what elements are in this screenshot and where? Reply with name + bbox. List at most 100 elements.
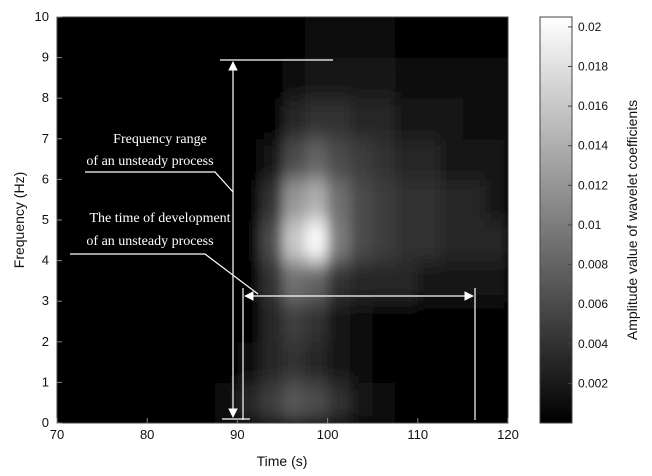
heat-cell xyxy=(192,138,216,180)
colorbar-tick-label: 0.016 xyxy=(578,99,608,113)
heat-cell xyxy=(169,301,193,343)
y-tick-label: 0 xyxy=(42,415,49,430)
heat-cell xyxy=(282,301,306,343)
heat-cell xyxy=(124,138,148,180)
heat-cell xyxy=(350,341,374,383)
heat-cell xyxy=(214,98,238,140)
heat-cell xyxy=(417,98,441,140)
heat-cell xyxy=(372,341,396,383)
heat-cell xyxy=(259,341,283,383)
y-tick-label: 5 xyxy=(42,212,49,227)
heat-cell xyxy=(282,138,306,180)
heat-cell xyxy=(485,57,508,99)
heat-cell xyxy=(395,341,419,383)
heat-cell xyxy=(395,220,419,262)
heat-cell xyxy=(237,138,261,180)
heat-cell xyxy=(169,341,193,383)
heat-cell xyxy=(192,98,216,140)
heat-cell xyxy=(214,17,238,59)
heat-cell xyxy=(327,382,351,423)
heat-cell xyxy=(417,179,441,221)
y-axis-label: Frequency (Hz) xyxy=(11,172,27,268)
heat-cell xyxy=(124,260,148,302)
heat-cell xyxy=(147,179,171,221)
heat-cell xyxy=(372,382,396,423)
heat-cell xyxy=(192,382,216,423)
heat-cell xyxy=(259,17,283,59)
heat-cell xyxy=(327,179,351,221)
heat-cell xyxy=(417,138,441,180)
y-tick-label: 6 xyxy=(42,171,49,186)
heat-cell xyxy=(124,98,148,140)
colorbar-tick-label: 0.018 xyxy=(578,60,608,74)
heat-cell xyxy=(350,179,374,221)
heat-cell xyxy=(57,138,81,180)
x-axis-label: Time (s) xyxy=(257,453,308,469)
heat-cell xyxy=(214,57,238,99)
heat-cell xyxy=(327,220,351,262)
heat-cell xyxy=(485,17,508,59)
heat-cell xyxy=(259,220,283,262)
heat-cell xyxy=(440,17,464,59)
y-tick-label: 4 xyxy=(42,253,49,268)
heat-cell xyxy=(237,179,261,221)
heat-cell xyxy=(372,17,396,59)
heat-cell xyxy=(485,301,508,343)
heat-cell xyxy=(214,260,238,302)
heat-cell xyxy=(57,341,81,383)
heat-cell xyxy=(395,98,419,140)
heat-cell xyxy=(305,98,329,140)
heat-cell xyxy=(57,382,81,423)
heat-cell xyxy=(124,179,148,221)
heat-cell xyxy=(214,138,238,180)
annotation: of an unsteady process xyxy=(86,234,213,249)
heat-cell xyxy=(485,260,508,302)
heat-cell xyxy=(57,301,81,343)
colorbar-tick-label: 0.014 xyxy=(578,139,608,153)
heat-cell xyxy=(192,301,216,343)
heat-cell xyxy=(192,179,216,221)
heat-cell xyxy=(169,57,193,99)
heat-cell xyxy=(79,17,103,59)
annotation: of an unsteady process xyxy=(86,154,213,169)
heat-cell xyxy=(169,17,193,59)
heat-cell xyxy=(214,301,238,343)
heat-cell xyxy=(147,57,171,99)
heat-cell xyxy=(440,382,464,423)
heat-cell xyxy=(305,17,329,59)
heat-cell xyxy=(79,98,103,140)
heat-cell xyxy=(462,98,486,140)
heat-cell xyxy=(147,98,171,140)
heat-cell xyxy=(417,382,441,423)
leader-line xyxy=(70,253,259,295)
heat-cell xyxy=(147,301,171,343)
heat-cell xyxy=(372,220,396,262)
heat-cell xyxy=(462,17,486,59)
heat-cell xyxy=(350,220,374,262)
heat-cell xyxy=(169,382,193,423)
heat-cell xyxy=(305,57,329,99)
heat-cell xyxy=(102,57,126,99)
heat-cell xyxy=(305,138,329,180)
heat-cell xyxy=(169,260,193,302)
heat-cell xyxy=(417,57,441,99)
heat-cell xyxy=(57,220,81,262)
heat-cell xyxy=(214,220,238,262)
heat-cell xyxy=(57,98,81,140)
annotation: Frequency range xyxy=(113,132,207,147)
heat-cell xyxy=(282,98,306,140)
heat-cell xyxy=(440,98,464,140)
x-tick-label: 110 xyxy=(407,427,428,442)
heat-cell xyxy=(350,138,374,180)
heat-cell xyxy=(79,138,103,180)
heat-cell xyxy=(327,17,351,59)
heat-cell xyxy=(124,301,148,343)
heat-cell xyxy=(462,179,486,221)
heat-cell xyxy=(440,301,464,343)
heat-cell xyxy=(124,341,148,383)
heat-cell xyxy=(237,57,261,99)
heat-cell xyxy=(282,179,306,221)
colorbar-tick-label: 0.002 xyxy=(578,376,608,390)
heat-cell xyxy=(417,220,441,262)
heat-cell xyxy=(395,17,419,59)
